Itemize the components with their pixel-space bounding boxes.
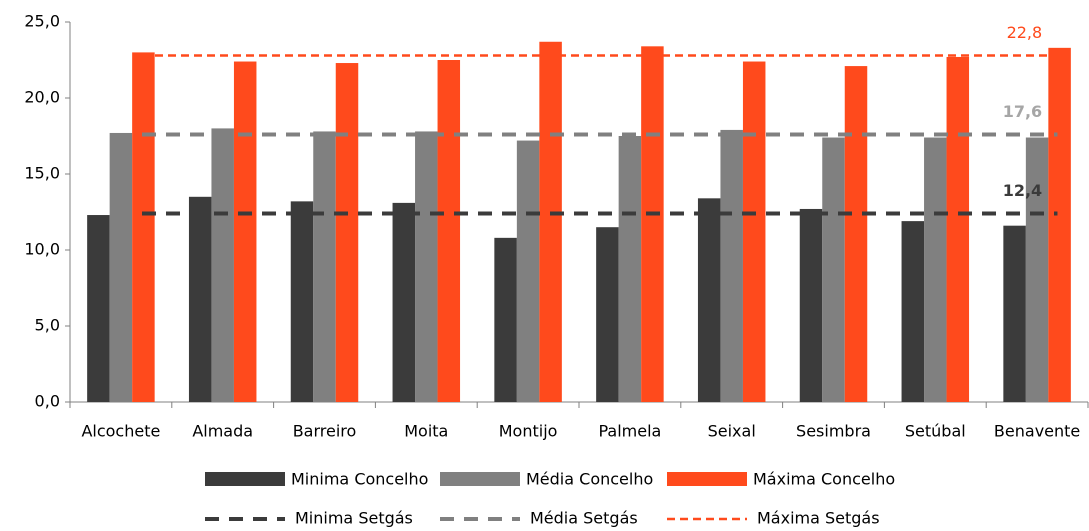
x-tick-label: Seixal xyxy=(708,422,756,441)
x-tick-label: Moita xyxy=(404,422,448,441)
legend-label: Minima Concelho xyxy=(291,470,428,489)
y-tick-label: 25,0 xyxy=(24,12,60,31)
x-tick-label: Almada xyxy=(192,422,253,441)
y-tick-label: 10,0 xyxy=(24,240,60,259)
y-tick-label: 20,0 xyxy=(24,88,60,107)
bar xyxy=(901,221,925,402)
bar xyxy=(539,41,562,402)
bar xyxy=(697,198,721,402)
legend-label: Média Concelho xyxy=(526,470,653,489)
y-tick-label: 5,0 xyxy=(35,316,60,335)
bar xyxy=(335,63,359,402)
bar xyxy=(596,227,619,402)
bar xyxy=(946,56,970,403)
bar xyxy=(799,208,823,402)
bar xyxy=(641,46,664,402)
bar xyxy=(109,132,133,402)
y-tick-label: 15,0 xyxy=(24,164,60,183)
x-tick-label: Setúbal xyxy=(905,422,966,441)
legend-swatch xyxy=(667,472,747,486)
bar xyxy=(132,52,155,403)
legend-label: Média Setgás xyxy=(530,509,638,528)
x-tick-label: Benavente xyxy=(994,422,1080,441)
bar xyxy=(516,140,540,402)
reference-label: 12,4 xyxy=(1003,181,1042,200)
x-tick-label: Alcochete xyxy=(81,422,160,441)
bar xyxy=(290,201,314,402)
bar xyxy=(437,60,461,402)
x-tick-label: Montijo xyxy=(499,422,558,441)
bar xyxy=(618,136,642,402)
bar xyxy=(494,237,517,402)
legend-swatch xyxy=(205,472,285,486)
bar xyxy=(233,61,257,403)
bar xyxy=(392,202,416,402)
bar xyxy=(87,215,110,402)
bar xyxy=(1025,137,1049,402)
bar xyxy=(211,128,234,402)
legend-label: Máxima Concelho xyxy=(753,470,895,489)
bar xyxy=(1003,225,1026,402)
y-tick-label: 0,0 xyxy=(35,392,60,411)
reference-label: 17,6 xyxy=(1003,102,1042,121)
reference-label: 22,8 xyxy=(1007,23,1043,42)
bar xyxy=(188,196,212,402)
legend-label: Minima Setgás xyxy=(295,509,413,528)
x-tick-label: Palmela xyxy=(598,422,661,441)
bar xyxy=(844,66,868,402)
bar xyxy=(742,61,766,403)
legend-label: Máxima Setgás xyxy=(757,509,880,528)
bar xyxy=(1048,47,1071,403)
x-tick-label: Barreiro xyxy=(293,422,357,441)
bar xyxy=(924,137,947,402)
bar xyxy=(822,137,845,402)
legend-swatch xyxy=(440,472,520,486)
bar xyxy=(720,129,743,403)
bar xyxy=(313,131,336,402)
x-tick-label: Sesimbra xyxy=(796,422,871,441)
bar xyxy=(415,131,438,402)
